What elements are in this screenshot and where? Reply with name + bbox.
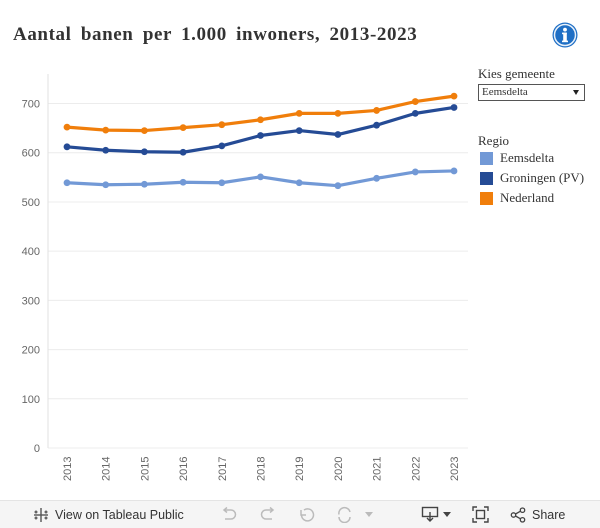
series-lines	[63, 92, 458, 190]
data-point[interactable]	[373, 174, 380, 182]
info-icon[interactable]	[552, 22, 578, 48]
x-tick-label: 2019	[294, 457, 306, 481]
download-icon[interactable]	[421, 506, 439, 523]
data-point[interactable]	[179, 148, 187, 156]
y-tick-label: 200	[22, 345, 40, 357]
legend: Eemsdelta Groningen (PV) Nederland	[480, 148, 590, 208]
legend-label: Nederland	[500, 190, 555, 205]
x-tick-label: 2021	[372, 457, 384, 481]
gemeente-selected-value: Eemsdelta	[482, 86, 528, 98]
legend-title: Regio	[478, 133, 510, 148]
x-tick-label: 2018	[256, 457, 268, 481]
filter-label: Kies gemeente	[478, 66, 555, 81]
data-point[interactable]	[411, 168, 419, 176]
data-point[interactable]	[373, 121, 380, 129]
undo-icon[interactable]	[220, 506, 238, 523]
y-tick-label: 300	[22, 295, 40, 307]
x-tick-label: 2015	[139, 457, 151, 481]
tableau-toolbar: View on Tableau Public	[0, 500, 600, 528]
x-tick-label: 2022	[410, 457, 422, 481]
y-tick-label: 0	[34, 443, 40, 455]
view-on-tableau-button[interactable]: View on Tableau Public	[33, 501, 184, 528]
y-tick-label: 600	[22, 148, 40, 160]
x-axis-tick-labels: 2013 2014 2015 2016 2017 2018 2019 2020 2021 2022…	[62, 457, 461, 481]
data-point[interactable]	[102, 181, 110, 189]
data-point[interactable]	[295, 127, 303, 134]
data-point[interactable]	[334, 131, 342, 138]
data-point[interactable]	[102, 146, 110, 154]
refresh-icon[interactable]	[336, 506, 358, 523]
data-point[interactable]	[450, 167, 458, 175]
legend-label: Eemsdelta	[500, 150, 555, 165]
fullscreen-icon[interactable]	[472, 506, 489, 523]
y-tick-label: 700	[22, 99, 40, 111]
data-point[interactable]	[450, 104, 458, 111]
dropdown-arrow-icon	[573, 90, 579, 95]
y-axis-tick-labels: 0 100 200 300 400 500 600 700	[22, 99, 40, 455]
legend-item-eemsdelta[interactable]: Eemsdelta	[480, 148, 590, 168]
view-on-tableau-label: View on Tableau Public	[55, 507, 184, 522]
y-tick-label: 500	[22, 197, 40, 209]
data-point[interactable]	[373, 107, 380, 114]
gemeente-dropdown[interactable]: Eemsdelta	[478, 84, 585, 101]
data-point[interactable]	[334, 109, 342, 117]
legend-swatch	[480, 171, 493, 185]
legend-swatch	[480, 191, 493, 205]
y-tick-label: 400	[22, 246, 40, 258]
data-point[interactable]	[450, 92, 458, 100]
data-point[interactable]	[179, 124, 187, 132]
data-point[interactable]	[257, 116, 264, 124]
data-point[interactable]	[63, 123, 71, 131]
data-point[interactable]	[141, 148, 148, 156]
data-point[interactable]	[411, 109, 419, 117]
legend-item-nederland[interactable]: Nederland	[480, 188, 590, 208]
data-point[interactable]	[218, 179, 226, 187]
data-point[interactable]	[295, 179, 303, 187]
legend-swatch	[480, 151, 493, 165]
data-point[interactable]	[179, 178, 187, 186]
data-point[interactable]	[141, 127, 148, 134]
tableau-logo-icon	[34, 507, 48, 522]
data-point[interactable]	[102, 126, 110, 134]
data-point[interactable]	[411, 98, 419, 105]
y-tick-label: 100	[22, 394, 40, 406]
share-icon	[510, 506, 526, 523]
data-point[interactable]	[257, 173, 264, 181]
x-tick-label: 2017	[217, 457, 229, 481]
share-label: Share	[532, 507, 566, 522]
x-tick-label: 2014	[101, 457, 113, 481]
revert-icon[interactable]	[298, 506, 316, 523]
data-point[interactable]	[141, 180, 148, 188]
data-point[interactable]	[334, 182, 342, 190]
refresh-dropdown-icon[interactable]	[365, 512, 373, 518]
data-point[interactable]	[63, 179, 71, 187]
gridlines	[47, 74, 468, 449]
x-tick-label: 2020	[333, 457, 345, 481]
data-point[interactable]	[218, 142, 226, 150]
share-button[interactable]: Share	[510, 501, 565, 528]
legend-item-groningen[interactable]: Groningen (PV)	[480, 168, 590, 188]
data-point[interactable]	[63, 143, 71, 151]
redo-icon[interactable]	[259, 506, 277, 523]
series-line-nederland[interactable]	[65, 94, 456, 133]
chart-title: Aantal banen per 1.000 inwoners, 2013-20…	[13, 24, 418, 45]
legend-label: Groningen (PV)	[500, 170, 585, 185]
x-tick-label: 2016	[178, 457, 190, 481]
x-tick-label: 2023	[449, 457, 461, 481]
data-point[interactable]	[295, 109, 303, 117]
x-tick-label: 2013	[62, 457, 74, 481]
data-point[interactable]	[218, 121, 226, 129]
download-dropdown-icon[interactable]	[443, 512, 451, 518]
data-point[interactable]	[257, 132, 264, 139]
